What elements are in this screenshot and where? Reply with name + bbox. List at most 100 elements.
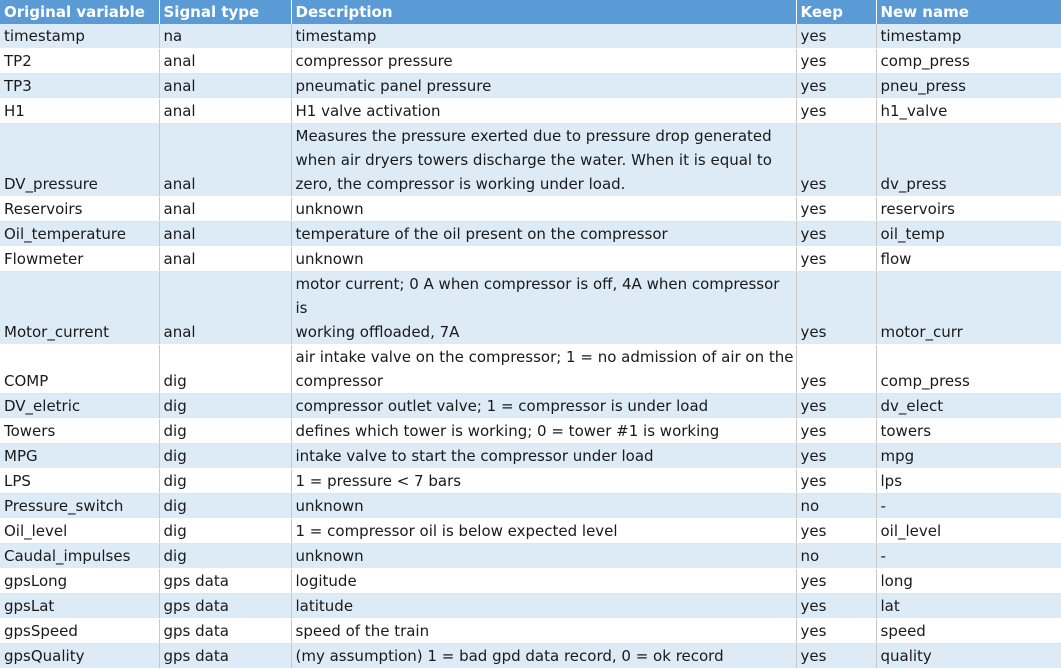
description-line: compressor outlet valve; 1 = compressor … xyxy=(295,397,709,415)
cell-keep: no xyxy=(796,493,877,519)
cell-description: intake valve to start the compressor und… xyxy=(291,443,797,469)
cell-new-name: quality xyxy=(876,643,1061,669)
table-row: Caudal_impulses dig unknown no - xyxy=(0,543,1061,569)
cell-keep: yes xyxy=(796,271,877,345)
cell-original-variable: Oil_level xyxy=(0,518,160,544)
cell-new-name: timestamp xyxy=(876,24,1061,49)
cell-signal-type: dig xyxy=(159,468,292,494)
table-row: gpsSpeed gps data speed of the train yes spe… xyxy=(0,618,1061,644)
cell-new-name: - xyxy=(876,493,1061,519)
cell-new-name: motor_curr xyxy=(876,271,1061,345)
cell-keep: yes xyxy=(796,48,877,74)
cell-signal-type: na xyxy=(159,24,292,49)
description-line: zero, the compressor is working under lo… xyxy=(295,175,626,193)
cell-new-name: comp_press xyxy=(876,344,1061,394)
cell-original-variable: Pressure_switch xyxy=(0,493,160,519)
cell-signal-type: anal xyxy=(159,271,292,345)
table-row: TP2 anal compressor pressure yes comp_press xyxy=(0,48,1061,74)
description-line: (my assumption) 1 = bad gpd data record,… xyxy=(295,647,724,665)
cell-keep: yes xyxy=(796,393,877,419)
cell-description: Measures the pressure exerted due to pre… xyxy=(291,123,797,197)
description-line: 1 = compressor oil is below expected lev… xyxy=(295,522,618,540)
cell-keep: yes xyxy=(796,468,877,494)
cell-original-variable: TP2 xyxy=(0,48,160,74)
cell-signal-type: dig xyxy=(159,393,292,419)
cell-keep: yes xyxy=(796,568,877,594)
cell-keep: yes xyxy=(796,196,877,222)
description-line: defines which tower is working; 0 = towe… xyxy=(295,422,720,440)
cell-keep: yes xyxy=(796,593,877,619)
cell-new-name: comp_press xyxy=(876,48,1061,74)
cell-signal-type: anal xyxy=(159,48,292,74)
cell-signal-type: gps data xyxy=(159,618,292,644)
cell-signal-type: anal xyxy=(159,221,292,247)
cell-signal-type: anal xyxy=(159,98,292,124)
cell-keep: yes xyxy=(796,418,877,444)
cell-description: unknown xyxy=(291,493,797,519)
cell-signal-type: anal xyxy=(159,196,292,222)
cell-new-name: oil_level xyxy=(876,518,1061,544)
cell-signal-type: dig xyxy=(159,418,292,444)
table-row: DV_pressure anal Measures the pressure exe… xyxy=(0,123,1061,197)
cell-original-variable: Reservoirs xyxy=(0,196,160,222)
description-line: pneumatic panel pressure xyxy=(295,77,492,95)
description-line: 1 = pressure < 7 bars xyxy=(295,472,462,490)
table-row: MPG dig intake valve to start the compress… xyxy=(0,443,1061,469)
cell-original-variable: Flowmeter xyxy=(0,246,160,272)
cell-original-variable: Caudal_impulses xyxy=(0,543,160,569)
cell-description: compressor pressure xyxy=(291,48,797,74)
table-row: DV_eletric dig compressor outlet valve; 1 … xyxy=(0,393,1061,419)
table-row: TP3 anal pneumatic panel pressure yes pneu_p… xyxy=(0,73,1061,99)
cell-new-name: oil_temp xyxy=(876,221,1061,247)
cell-original-variable: gpsLong xyxy=(0,568,160,594)
table-row: H1 anal H1 valve activation yes h1_valve xyxy=(0,98,1061,124)
cell-original-variable: COMP xyxy=(0,344,160,394)
description-line: timestamp xyxy=(295,27,377,45)
description-line: latitude xyxy=(295,597,354,615)
cell-keep: yes xyxy=(796,518,877,544)
table-row: gpsQuality gps data (my assumption) 1 = ba… xyxy=(0,643,1061,669)
table-row: LPS dig 1 = pressure < 7 bars yes lps xyxy=(0,468,1061,494)
description-line: unknown xyxy=(295,250,364,268)
cell-description: unknown xyxy=(291,246,797,272)
table-row: Motor_current anal motor current; 0 A when… xyxy=(0,271,1061,345)
table-row: Flowmeter anal unknown yes flow xyxy=(0,246,1061,272)
table-row: Pressure_switch dig unknown no - xyxy=(0,493,1061,519)
cell-keep: yes xyxy=(796,344,877,394)
cell-keep: yes xyxy=(796,618,877,644)
cell-description: H1 valve activation xyxy=(291,98,797,124)
cell-keep: yes xyxy=(796,246,877,272)
cell-description: unknown xyxy=(291,543,797,569)
table-row: Oil_temperature anal temperature of the oi… xyxy=(0,221,1061,247)
description-line: working offloaded, 7A xyxy=(295,323,460,341)
cell-original-variable: Towers xyxy=(0,418,160,444)
cell-original-variable: TP3 xyxy=(0,73,160,99)
header-signal-type: Signal type xyxy=(159,0,292,24)
cell-signal-type: anal xyxy=(159,123,292,197)
table-row: gpsLat gps data latitude yes lat xyxy=(0,593,1061,619)
cell-keep: yes xyxy=(796,643,877,669)
cell-description: (my assumption) 1 = bad gpd data record,… xyxy=(291,643,797,669)
cell-description: speed of the train xyxy=(291,618,797,644)
cell-new-name: mpg xyxy=(876,443,1061,469)
cell-description: air intake valve on the compressor; 1 = … xyxy=(291,344,797,394)
description-line: Measures the pressure exerted due to pre… xyxy=(295,127,772,145)
table-body: timestamp na timestamp yes timestamp TP2 anal c… xyxy=(0,24,1061,669)
description-line: compressor xyxy=(295,372,384,390)
cell-description: latitude xyxy=(291,593,797,619)
cell-new-name: towers xyxy=(876,418,1061,444)
description-line: air intake valve on the compressor; 1 = … xyxy=(295,348,794,366)
table-row: timestamp na timestamp yes timestamp xyxy=(0,24,1061,49)
cell-keep: no xyxy=(796,543,877,569)
description-line: H1 valve activation xyxy=(295,102,441,120)
header-keep: Keep xyxy=(796,0,877,24)
description-line: unknown xyxy=(295,547,364,565)
cell-signal-type: dig xyxy=(159,344,292,394)
description-line: logitude xyxy=(295,572,357,590)
cell-signal-type: dig xyxy=(159,518,292,544)
cell-new-name: h1_valve xyxy=(876,98,1061,124)
cell-new-name: dv_elect xyxy=(876,393,1061,419)
cell-description: logitude xyxy=(291,568,797,594)
cell-signal-type: dig xyxy=(159,543,292,569)
